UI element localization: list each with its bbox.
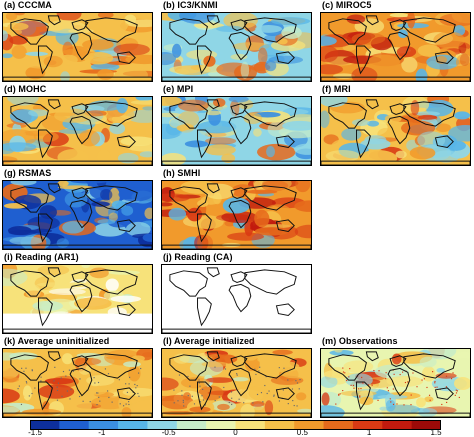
colorbar-segment <box>352 420 383 430</box>
colorbar-tick-label: 0.5 <box>296 428 308 437</box>
colorbar-segment <box>264 420 295 430</box>
panel-title-l: (l) Average initialized <box>163 336 255 346</box>
colorbar-tick-label: 1 <box>366 428 372 437</box>
colorbar-tick-label: -1 <box>98 428 106 437</box>
colorbar-segment <box>382 420 413 430</box>
map-field-b <box>161 12 312 82</box>
map-panel-e: (e) MPI <box>161 84 312 168</box>
colorbar-segment <box>235 420 266 430</box>
map-field-g <box>2 180 153 250</box>
panel-title-d: (d) MOHC <box>4 84 47 94</box>
map-panel-a: (a) CCCMA <box>2 0 153 84</box>
colorbar-tick-label: 1.5 <box>430 428 442 437</box>
map-field-h <box>161 180 312 250</box>
colorbar-segment <box>323 420 354 430</box>
colorbar-segment <box>176 420 207 430</box>
map-panel-f: (f) MRI <box>320 84 471 168</box>
colorbar-segment <box>30 420 60 430</box>
map-panel-k: (k) Average uninitialized <box>2 336 153 420</box>
map-field-j <box>161 264 312 334</box>
map-field-d <box>2 96 153 166</box>
panel-title-i: (i) Reading (AR1) <box>4 252 79 262</box>
map-field-i <box>2 264 153 334</box>
map-field-c <box>320 12 471 82</box>
map-field-f <box>320 96 471 166</box>
panel-title-c: (c) MIROC5 <box>322 0 372 10</box>
colorbar-segment <box>147 420 178 430</box>
panel-title-b: (b) IC3/KNMI <box>163 0 218 10</box>
colorbar-tick-label: 0 <box>233 428 238 437</box>
panel-title-k: (k) Average uninitialized <box>4 336 110 346</box>
map-panel-l: (l) Average initialized <box>161 336 312 420</box>
colorbar-segment <box>411 420 442 430</box>
map-panel-m: (m) Observations <box>320 336 471 420</box>
panel-title-g: (g) RSMAS <box>4 168 52 178</box>
colorbar-tick-label: -1.5 <box>28 428 42 437</box>
map-panel-i: (i) Reading (AR1) <box>2 252 153 336</box>
colorbar-tick-label: -0.5 <box>161 428 176 437</box>
map-panel-d: (d) MOHC <box>2 84 153 168</box>
colorbar-segment <box>59 420 90 430</box>
panel-title-e: (e) MPI <box>163 84 194 94</box>
colorbar-segment <box>118 420 148 430</box>
panel-title-h: (h) SMHI <box>163 168 201 178</box>
map-field-a <box>2 12 153 82</box>
map-panel-b: (b) IC3/KNMI <box>161 0 312 84</box>
map-field-m <box>320 348 471 418</box>
map-field-k <box>2 348 153 418</box>
map-panel-j: (j) Reading (CA) <box>161 252 312 336</box>
colorbar-segment <box>294 420 325 430</box>
panel-title-j: (j) Reading (CA) <box>163 252 233 262</box>
colorbar <box>30 417 442 430</box>
panel-title-m: (m) Observations <box>322 336 398 346</box>
map-field-l <box>161 348 312 418</box>
map-panel-c: (c) MIROC5 <box>320 0 471 84</box>
colorbar-segment <box>88 420 119 430</box>
panel-title-a: (a) CCCMA <box>4 0 52 10</box>
map-panel-h: (h) SMHI <box>161 168 312 252</box>
colorbar-segment <box>206 420 236 430</box>
map-field-e <box>161 96 312 166</box>
map-panel-g: (g) RSMAS <box>2 168 153 252</box>
panel-title-f: (f) MRI <box>322 84 351 94</box>
